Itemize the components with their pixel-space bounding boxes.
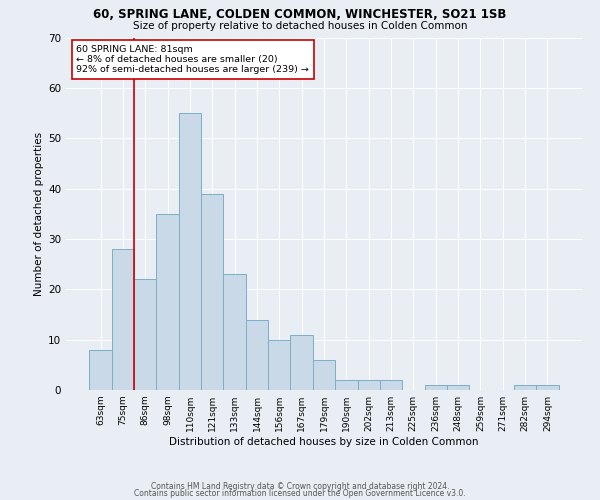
Bar (134, 279, 157, 390)
Bar (246, 320, 268, 390)
Text: Contains public sector information licensed under the Open Government Licence v3: Contains public sector information licen… (134, 489, 466, 498)
Bar (268, 340, 290, 390)
Bar (89, 350, 112, 390)
Bar (536, 385, 559, 390)
Text: Size of property relative to detached houses in Colden Common: Size of property relative to detached ho… (133, 21, 467, 31)
Bar (380, 380, 402, 390)
Bar (425, 385, 447, 390)
Bar (514, 385, 536, 390)
Text: Contains HM Land Registry data © Crown copyright and database right 2024.: Contains HM Land Registry data © Crown c… (151, 482, 449, 491)
Y-axis label: Number of detached properties: Number of detached properties (34, 132, 44, 296)
Bar (313, 360, 335, 390)
Text: 60 SPRING LANE: 81sqm
← 8% of detached houses are smaller (20)
92% of semi-detac: 60 SPRING LANE: 81sqm ← 8% of detached h… (76, 44, 309, 74)
Bar (290, 334, 313, 390)
Bar (112, 249, 134, 390)
X-axis label: Distribution of detached houses by size in Colden Common: Distribution of detached houses by size … (169, 437, 479, 447)
Bar (447, 385, 469, 390)
Bar (157, 214, 179, 390)
Bar (358, 380, 380, 390)
Bar (335, 380, 358, 390)
Text: 60, SPRING LANE, COLDEN COMMON, WINCHESTER, SO21 1SB: 60, SPRING LANE, COLDEN COMMON, WINCHEST… (94, 8, 506, 20)
Bar (179, 113, 201, 390)
Bar (201, 194, 223, 390)
Bar (223, 274, 246, 390)
